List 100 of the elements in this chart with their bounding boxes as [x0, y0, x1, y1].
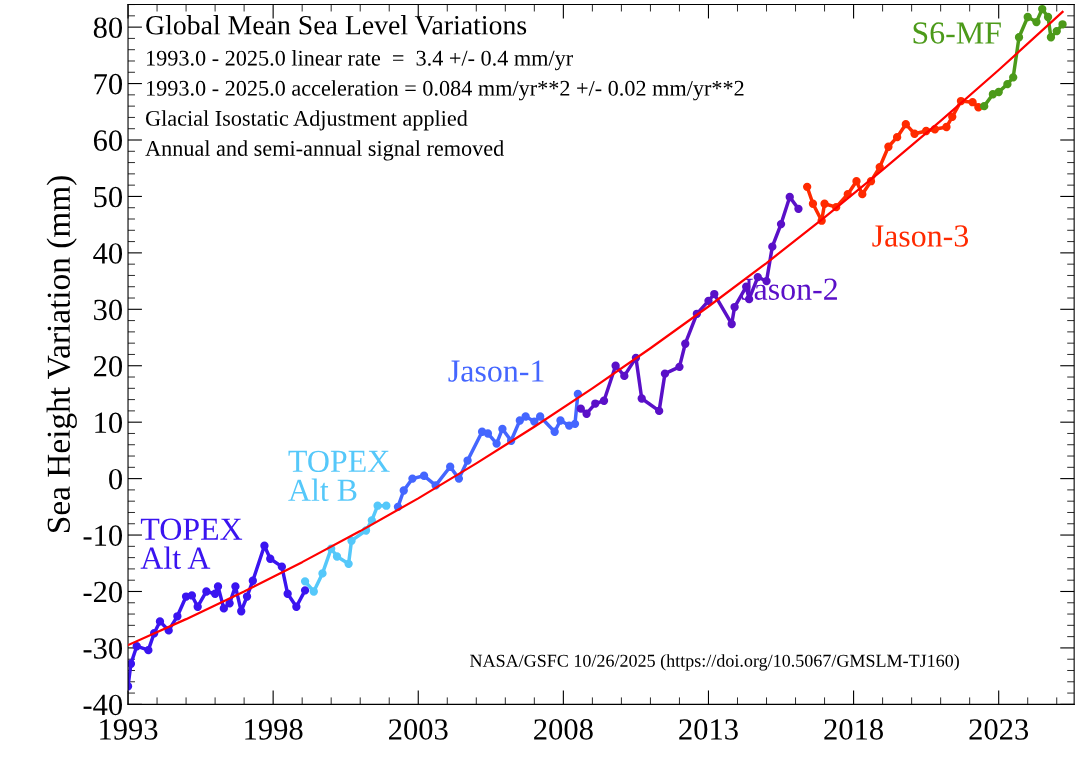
point — [266, 554, 275, 563]
point — [727, 319, 736, 329]
point — [277, 562, 287, 571]
point — [1046, 33, 1056, 42]
point — [660, 369, 670, 378]
y-tick-label: 30 — [94, 299, 122, 321]
chart-title: Global Mean Sea Level Variations — [146, 15, 527, 35]
y-tick-label: 70 — [94, 73, 122, 95]
point — [942, 122, 951, 132]
y-tick-label: 80 — [93, 17, 122, 39]
point — [132, 642, 141, 651]
x-tick-label: 2008 — [534, 719, 593, 740]
point — [910, 129, 919, 138]
point — [802, 182, 812, 192]
point — [948, 112, 957, 122]
point — [582, 409, 591, 418]
point — [248, 576, 257, 585]
point — [347, 536, 356, 545]
point — [576, 404, 585, 413]
y-tick-label: -20 — [83, 581, 123, 603]
point — [535, 412, 545, 421]
point — [344, 559, 353, 568]
point — [1032, 17, 1041, 27]
point — [675, 362, 684, 372]
point — [260, 541, 269, 550]
point — [620, 371, 629, 381]
point — [980, 101, 989, 111]
line-series — [128, 10, 1064, 647]
point — [1023, 12, 1032, 22]
point — [768, 242, 777, 251]
point — [681, 339, 690, 348]
point — [654, 406, 664, 416]
point — [463, 456, 472, 465]
point — [968, 98, 977, 107]
point — [498, 424, 507, 434]
point — [332, 552, 342, 561]
x-tick-label: 2018 — [824, 719, 883, 740]
annotation: 1993.0 - 2025.0 linear rate = 3.4 +/- 0.4 mm/yr — [147, 50, 573, 71]
point — [237, 607, 246, 616]
point — [730, 302, 739, 312]
point — [155, 617, 165, 626]
point — [373, 501, 382, 510]
point — [242, 592, 252, 601]
x-tick-label: 1993 — [100, 719, 158, 740]
y-tick-label: -10 — [83, 525, 123, 546]
point — [283, 589, 292, 598]
point — [808, 199, 818, 208]
annotation: NASA/GSFC 10/26/2025 (https://doi.org/10.5067/GMSLM-TJ160) — [470, 654, 959, 671]
point — [570, 419, 580, 429]
point — [794, 204, 803, 214]
point — [399, 486, 408, 495]
point — [785, 192, 794, 202]
point — [408, 474, 417, 483]
point — [210, 589, 220, 598]
point — [1003, 79, 1012, 89]
series-label: TOPEX Alt A — [140, 518, 243, 569]
point — [1043, 12, 1053, 22]
x-tick-label: 1998 — [245, 719, 303, 740]
point — [1052, 26, 1061, 36]
point — [1009, 73, 1018, 82]
point — [704, 296, 713, 306]
y-tick-label: 40 — [93, 243, 122, 264]
annotation: Glacial Isostatic Adjustment applied — [145, 110, 468, 131]
point — [820, 199, 829, 208]
y-tick-label: 60 — [93, 130, 122, 151]
y-tick-label: -40 — [83, 694, 123, 716]
point — [231, 582, 240, 591]
point — [202, 587, 211, 596]
point — [776, 219, 786, 229]
x-tick-label: 2023 — [969, 719, 1029, 740]
point — [611, 361, 620, 370]
annotation: 1993.0 - 2025.0 acceleration = 0.084 mm/yr**2 +/- 0.02 mm/yr**2 — [147, 80, 744, 101]
annotation: Annual and semi-annual signal removed — [145, 140, 504, 161]
point — [492, 439, 501, 448]
point — [637, 394, 646, 403]
point — [309, 587, 318, 596]
point — [852, 177, 861, 186]
point — [858, 190, 867, 199]
point — [710, 289, 719, 299]
point — [187, 591, 197, 600]
point — [901, 120, 910, 129]
point — [550, 427, 559, 436]
x-tick-label: 2003 — [389, 719, 448, 740]
point — [419, 471, 429, 480]
y-tick-label: 10 — [95, 412, 122, 434]
point — [994, 87, 1003, 97]
y-tick-label: 50 — [94, 186, 122, 208]
x-tick-label: 2013 — [679, 719, 738, 740]
point — [521, 412, 530, 421]
point — [892, 133, 902, 142]
point — [1038, 4, 1047, 14]
point — [173, 612, 182, 621]
point — [300, 586, 310, 595]
y-tick-label: 0 — [109, 468, 122, 490]
series-label: S6-MF — [913, 22, 1001, 44]
point — [292, 602, 301, 611]
point — [219, 604, 228, 613]
point — [213, 582, 223, 591]
point — [884, 142, 893, 151]
point — [225, 599, 234, 608]
